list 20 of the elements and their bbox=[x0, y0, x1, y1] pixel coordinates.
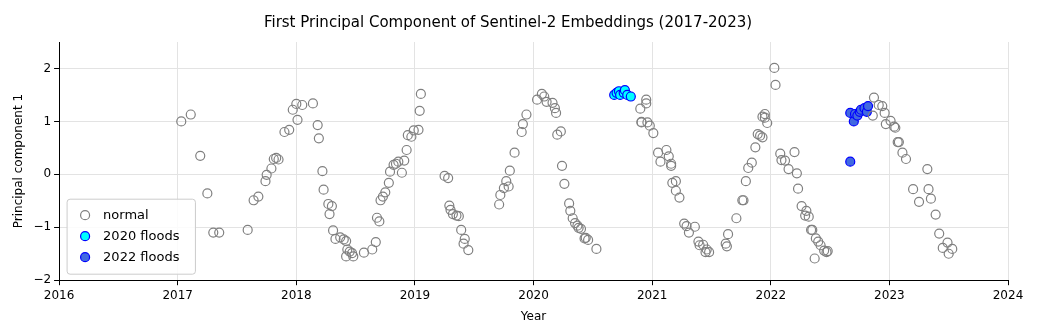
y-tick-label: 1 bbox=[43, 113, 52, 128]
x-tick-label: 2023 bbox=[874, 287, 905, 302]
y-tick-label: 2 bbox=[43, 60, 52, 75]
y-axis-title: Principal component 1 bbox=[11, 93, 26, 229]
legend-label: 2022 floods bbox=[103, 248, 180, 264]
legend-label: normal bbox=[103, 206, 149, 222]
y-tick-label: −2 bbox=[33, 272, 52, 287]
x-tick-label: 2022 bbox=[755, 287, 787, 302]
x-tick-label: 2024 bbox=[992, 287, 1024, 302]
x-tick-label: 2016 bbox=[43, 287, 75, 302]
x-tick-label: 2020 bbox=[518, 287, 549, 302]
x-tick-label: 2021 bbox=[636, 287, 668, 302]
y-tick-label: −1 bbox=[33, 219, 52, 234]
x-axis-title: Year bbox=[519, 308, 547, 323]
y-tick-label: 0 bbox=[43, 166, 52, 181]
chart-title: First Principal Component of Sentinel-2 Embeddings (2017-2023) bbox=[263, 12, 753, 31]
legend-label: 2020 floods bbox=[103, 227, 180, 243]
x-tick-label: 2019 bbox=[399, 287, 431, 302]
x-tick-label: 2017 bbox=[162, 287, 193, 302]
x-tick-label: 2018 bbox=[281, 287, 312, 302]
